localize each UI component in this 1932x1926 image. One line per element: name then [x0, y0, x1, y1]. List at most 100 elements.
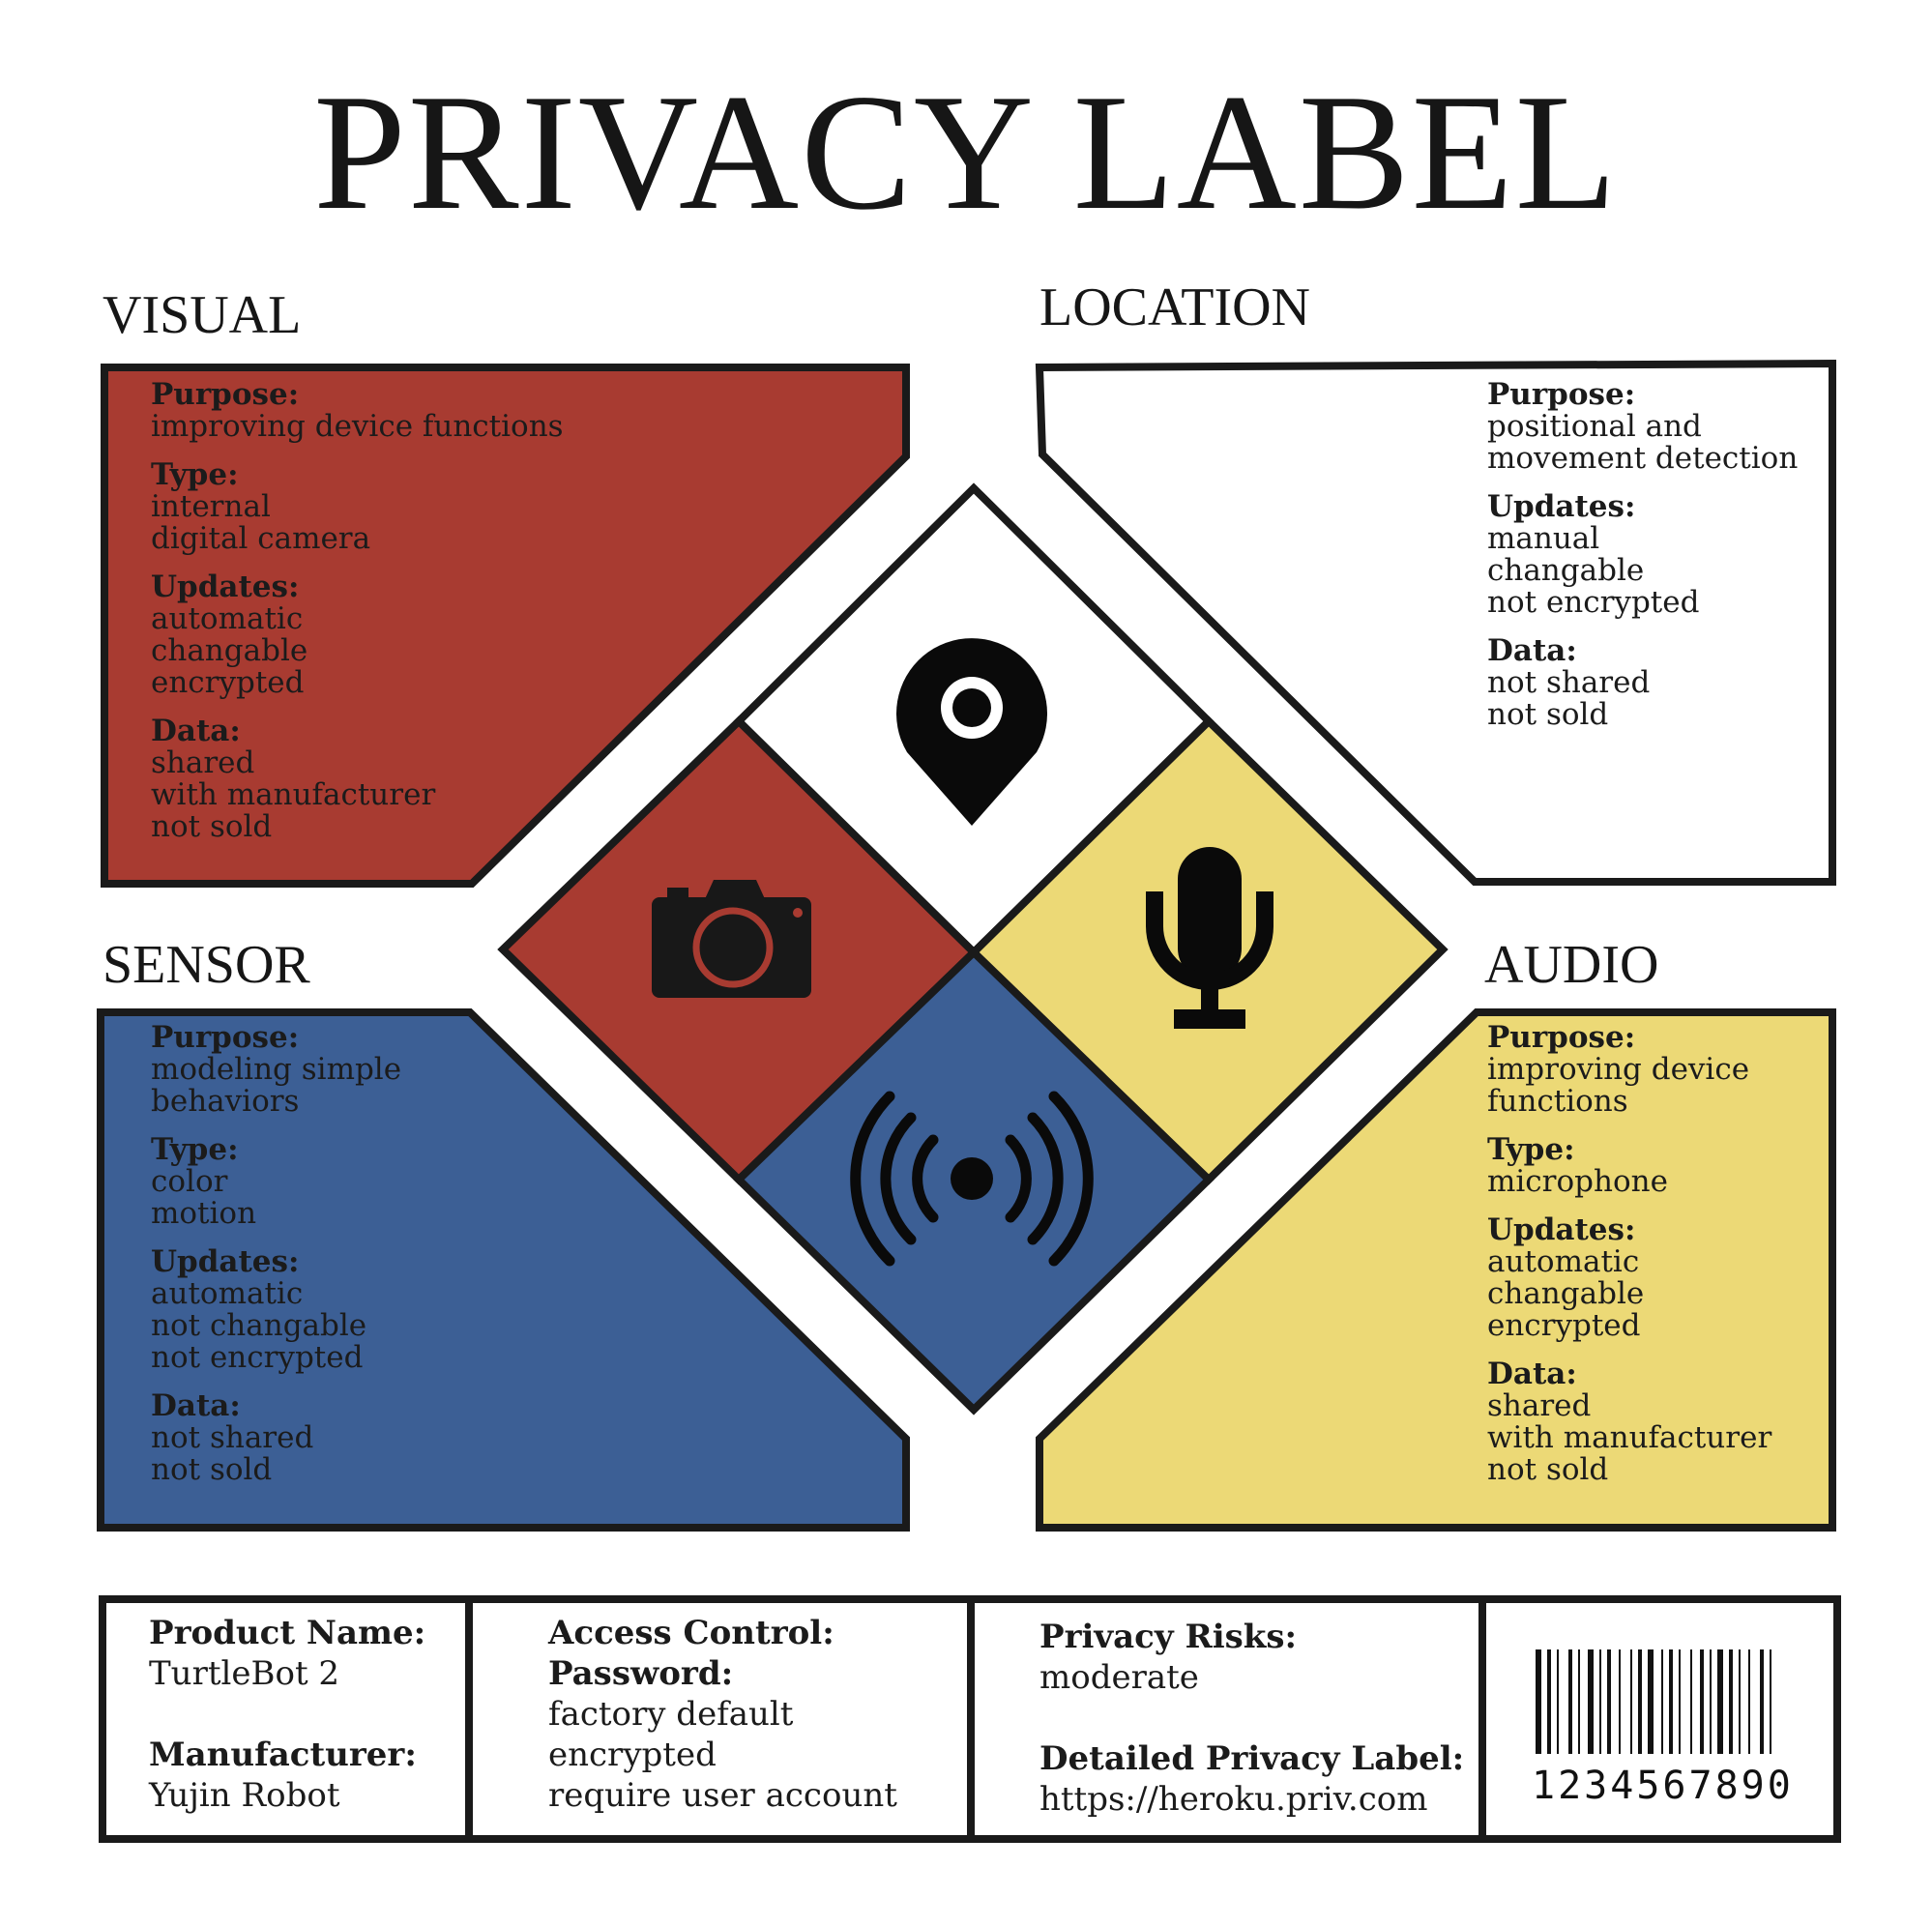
field-value: improving device	[1487, 1052, 1750, 1087]
microphone-icon	[1146, 847, 1273, 1029]
visual-updates: Updates: automatic changable encrypted	[151, 571, 564, 699]
field-label: Purpose:	[1487, 1020, 1636, 1055]
field-label: Purpose:	[1487, 377, 1636, 412]
location-updates: Updates: manual changable not encrypted	[1487, 491, 1798, 619]
privacy-risks-value: moderate	[1039, 1658, 1199, 1697]
field-value: changable	[151, 633, 308, 668]
field-value: not sold	[1487, 1452, 1609, 1487]
audio-panel-text: Purpose: improving device functions Type…	[1487, 1022, 1771, 1503]
visual-panel-text: Purpose: improving device functions Type…	[151, 379, 564, 860]
barcode-bar	[1717, 1649, 1723, 1754]
barcode-bar	[1568, 1649, 1572, 1754]
detailed-url-link[interactable]: https://heroku.priv.com	[1039, 1780, 1428, 1819]
privacy-risks-cell: Privacy Risks: moderate Detailed Privacy…	[1039, 1617, 1464, 1820]
field-label: Type:	[151, 1132, 239, 1167]
access-control-cell: Access Control: Password: factory defaul…	[548, 1613, 897, 1816]
product-name-value: TurtleBot 2	[149, 1654, 340, 1693]
field-value: internal	[151, 489, 271, 524]
barcode-bar	[1578, 1649, 1580, 1754]
product-name-label: Product Name:	[149, 1614, 426, 1652]
spacer	[149, 1694, 425, 1735]
visual-type: Type: internal digital camera	[151, 459, 564, 555]
visual-heading: VISUAL	[102, 285, 302, 345]
barcode-bar	[1619, 1649, 1621, 1754]
location-purpose: Purpose: positional and movement detecti…	[1487, 379, 1798, 475]
barcode-bar	[1547, 1649, 1551, 1754]
visual-panel	[101, 364, 910, 888]
field-label: Type:	[1487, 1132, 1575, 1167]
field-value: functions	[1487, 1084, 1628, 1119]
field-label: Updates:	[151, 1244, 300, 1279]
audio-heading: AUDIO	[1484, 935, 1659, 995]
audio-updates: Updates: automatic changable encrypted	[1487, 1214, 1771, 1342]
field-value: changable	[1487, 1276, 1645, 1311]
field-value: changable	[1487, 553, 1645, 588]
password-label: Password:	[548, 1654, 734, 1693]
product-info-cell: Product Name: TurtleBot 2 Manufacturer: …	[149, 1613, 425, 1816]
page-title: PRIVACY LABEL	[313, 61, 1619, 245]
field-value: shared	[1487, 1388, 1592, 1423]
field-value: movement detection	[1487, 441, 1799, 476]
field-value: digital camera	[151, 521, 371, 556]
barcode-bar	[1770, 1649, 1771, 1754]
field-value: modeling simple	[151, 1052, 402, 1087]
location-data: Data: not shared not sold	[1487, 635, 1798, 731]
barcode-bar	[1700, 1649, 1704, 1754]
access-control-label: Access Control:	[548, 1614, 834, 1652]
privacy-risks-label: Privacy Risks:	[1039, 1618, 1298, 1656]
sensor-data: Data: not shared not sold	[151, 1390, 401, 1486]
barcode-bar	[1710, 1649, 1712, 1754]
detailed-label: Detailed Privacy Label:	[1039, 1739, 1465, 1778]
field-value: not shared	[151, 1420, 314, 1455]
barcode-bar	[1536, 1649, 1541, 1754]
manufacturer-label: Manufacturer:	[149, 1736, 417, 1774]
field-value: behaviors	[151, 1084, 300, 1119]
sensor-purpose: Purpose: modeling simple behaviors	[151, 1022, 401, 1118]
location-panel-text: Purpose: positional and movement detecti…	[1487, 379, 1798, 747]
audio-data: Data: shared with manufacturer not sold	[1487, 1358, 1771, 1486]
field-value: not changable	[151, 1308, 367, 1343]
field-value: color	[151, 1164, 228, 1199]
field-label: Updates:	[1487, 1212, 1636, 1247]
field-label: Data:	[1487, 633, 1577, 668]
barcode-number: 1234567890	[1532, 1764, 1794, 1808]
field-value: not shared	[1487, 665, 1651, 700]
visual-data: Data: shared with manufacturer not sold	[151, 715, 564, 843]
spacer	[1039, 1698, 1464, 1738]
field-value: automatic	[151, 601, 304, 636]
field-label: Purpose:	[151, 377, 300, 412]
field-label: Data:	[151, 1388, 241, 1423]
barcode-image	[1536, 1649, 1771, 1754]
barcode-bar	[1638, 1649, 1642, 1754]
barcode-bar	[1729, 1649, 1733, 1754]
field-value: not sold	[151, 809, 273, 844]
barcode-bar	[1588, 1649, 1594, 1754]
sensor-type: Type: color motion	[151, 1134, 401, 1230]
barcode-bar	[1760, 1649, 1764, 1754]
field-label: Data:	[1487, 1357, 1577, 1391]
sensor-updates: Updates: automatic not changable not enc…	[151, 1246, 401, 1374]
barcode-bar	[1748, 1649, 1750, 1754]
field-label: Type:	[151, 457, 239, 492]
field-label: Updates:	[151, 569, 300, 604]
field-value: not encrypted	[151, 1340, 364, 1375]
field-label: Data:	[151, 714, 241, 748]
camera-icon	[652, 880, 811, 998]
field-value: automatic	[1487, 1244, 1640, 1279]
field-value: with manufacturer	[1487, 1420, 1772, 1455]
field-value: with manufacturer	[151, 777, 436, 812]
field-value: manual	[1487, 521, 1600, 556]
sensor-signal-icon	[850, 1091, 1094, 1267]
barcode-bar	[1690, 1649, 1692, 1754]
location-heading: LOCATION	[1039, 277, 1310, 337]
password-value: encrypted	[548, 1736, 717, 1774]
sensor-heading: SENSOR	[102, 935, 310, 995]
field-value: shared	[151, 745, 255, 780]
field-value: improving device functions	[151, 409, 564, 444]
barcode-bar	[1739, 1649, 1741, 1754]
sensor-panel	[97, 1008, 910, 1532]
barcode-bar	[1557, 1649, 1559, 1754]
barcode-bar	[1648, 1649, 1654, 1754]
barcode-bar	[1599, 1649, 1601, 1754]
